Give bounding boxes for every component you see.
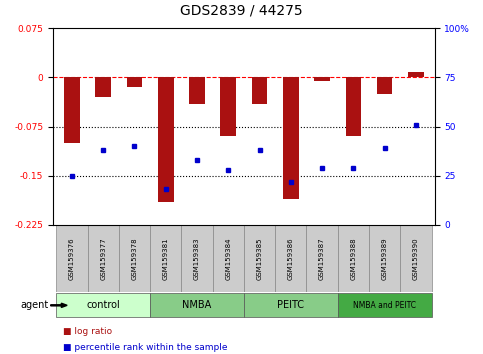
Bar [400, 225, 432, 292]
Bar [158, 78, 173, 202]
Bar [369, 225, 400, 292]
Text: GSM159388: GSM159388 [350, 237, 356, 280]
Text: GSM159376: GSM159376 [69, 237, 75, 280]
Bar [377, 78, 393, 94]
Text: GSM159383: GSM159383 [194, 237, 200, 280]
Bar [119, 225, 150, 292]
Text: control: control [86, 300, 120, 310]
Text: PEITC: PEITC [277, 300, 304, 310]
Text: ■ log ratio: ■ log ratio [63, 327, 112, 336]
Text: GSM159387: GSM159387 [319, 237, 325, 280]
Text: ■ percentile rank within the sample: ■ percentile rank within the sample [63, 343, 227, 352]
Bar [150, 225, 181, 292]
Bar [87, 225, 119, 292]
Text: GDS2839 / 44275: GDS2839 / 44275 [180, 4, 303, 18]
Bar [338, 225, 369, 292]
Bar [127, 78, 142, 87]
Bar [408, 72, 424, 78]
Text: GSM159386: GSM159386 [288, 237, 294, 280]
Text: agent: agent [20, 300, 48, 310]
Bar [244, 225, 275, 292]
Bar [252, 78, 268, 104]
Text: GSM159389: GSM159389 [382, 237, 388, 280]
Text: GSM159381: GSM159381 [163, 237, 169, 280]
Text: GSM159390: GSM159390 [413, 237, 419, 280]
Bar [56, 225, 87, 292]
Text: GSM159377: GSM159377 [100, 237, 106, 280]
Bar [189, 78, 205, 104]
Bar [244, 293, 338, 317]
Bar [283, 78, 298, 199]
Bar [181, 225, 213, 292]
Bar [220, 78, 236, 136]
Bar [275, 225, 307, 292]
Bar [95, 78, 111, 97]
Text: GSM159385: GSM159385 [256, 237, 263, 280]
Bar [150, 293, 244, 317]
Text: GSM159378: GSM159378 [131, 237, 138, 280]
Bar [56, 293, 150, 317]
Bar [314, 78, 330, 81]
Bar [307, 225, 338, 292]
Text: GSM159384: GSM159384 [225, 237, 231, 280]
Bar [345, 78, 361, 136]
Bar [338, 293, 432, 317]
Bar [64, 78, 80, 143]
Bar [213, 225, 244, 292]
Text: NMBA and PEITC: NMBA and PEITC [353, 301, 416, 310]
Text: NMBA: NMBA [183, 300, 212, 310]
